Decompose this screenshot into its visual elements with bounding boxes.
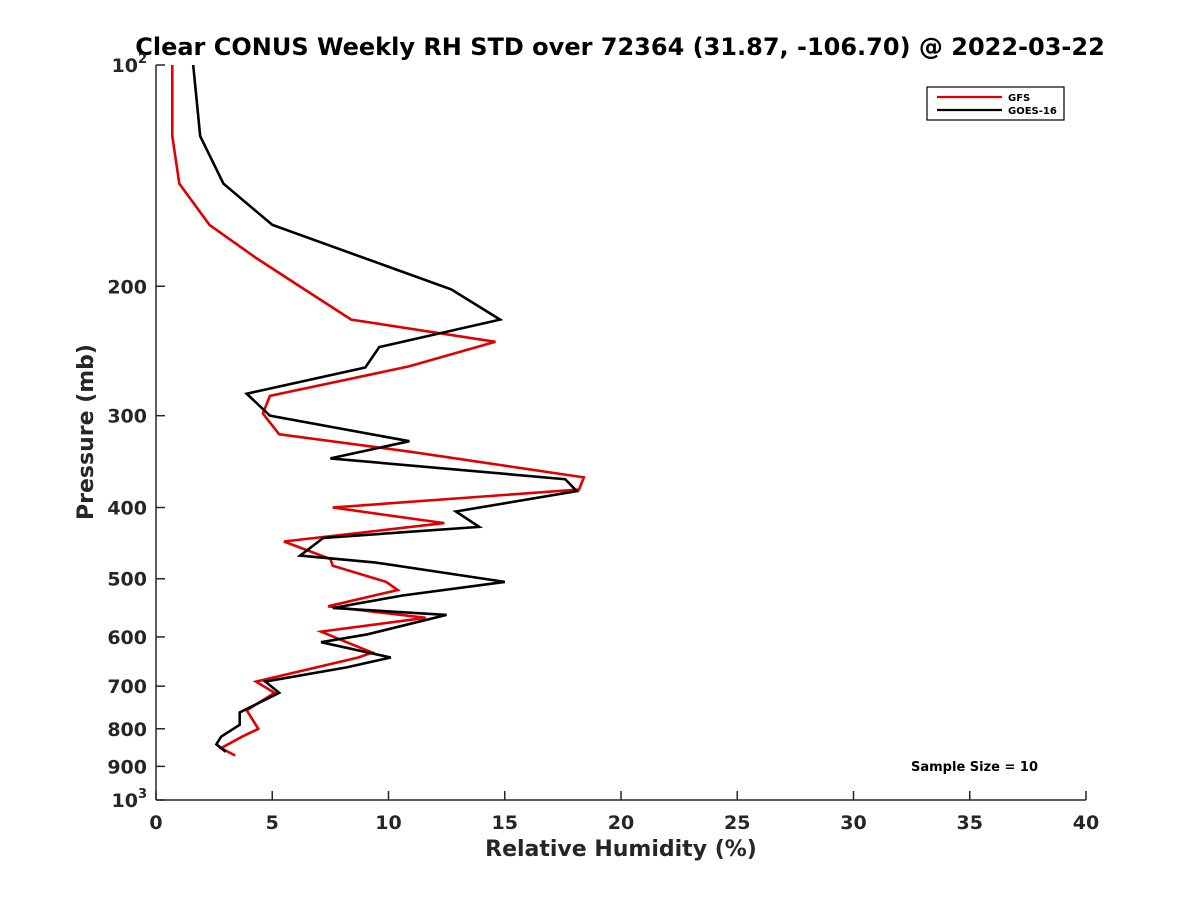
y-ticks: 102 200 300 400 500 600 700 800 900 103 [107,52,165,812]
plot-axes [155,65,1086,801]
y-tick-label: 103 [112,787,148,812]
y-tick-label: 900 [107,756,147,778]
chart-title: Clear CONUS Weekly RH STD over 72364 (31… [135,33,1105,61]
y-tick-label: 600 [107,627,147,649]
y-tick-label: 700 [107,676,147,698]
x-tick-label: 30 [840,812,866,834]
x-tick-label: 15 [492,812,518,834]
x-axis-label: Relative Humidity (%) [485,837,757,862]
y-tick-label: 102 [112,52,148,77]
y-tick-label: 400 [107,498,147,520]
series-line-goes16 [191,64,580,753]
x-tick-label: 10 [375,812,401,834]
y-tick-label: 300 [107,406,147,428]
y-tick-label: 500 [107,569,147,591]
legend-label-goes16: GOES-16 [1008,106,1057,117]
legend-box [926,86,1065,121]
x-tick-label: 40 [1073,812,1099,834]
y-tick-label: 800 [107,719,147,741]
x-tick-label: 5 [266,812,279,834]
x-ticks: 0 5 10 15 20 25 30 35 40 [149,791,1099,834]
legend-label-gfs: GFS [1008,93,1030,104]
legend: GFS GOES-16 [926,86,1065,121]
y-axis-label: Pressure (mb) [74,344,99,520]
y-tick-label: 200 [107,276,147,298]
x-tick-label: 0 [149,812,162,834]
x-tick-label: 25 [724,812,750,834]
x-tick-label: 35 [957,812,983,834]
series-line-gfs [171,65,586,757]
series-lines [171,64,586,757]
sample-size-annotation: Sample Size = 10 [911,760,1038,775]
x-tick-label: 20 [608,812,634,834]
